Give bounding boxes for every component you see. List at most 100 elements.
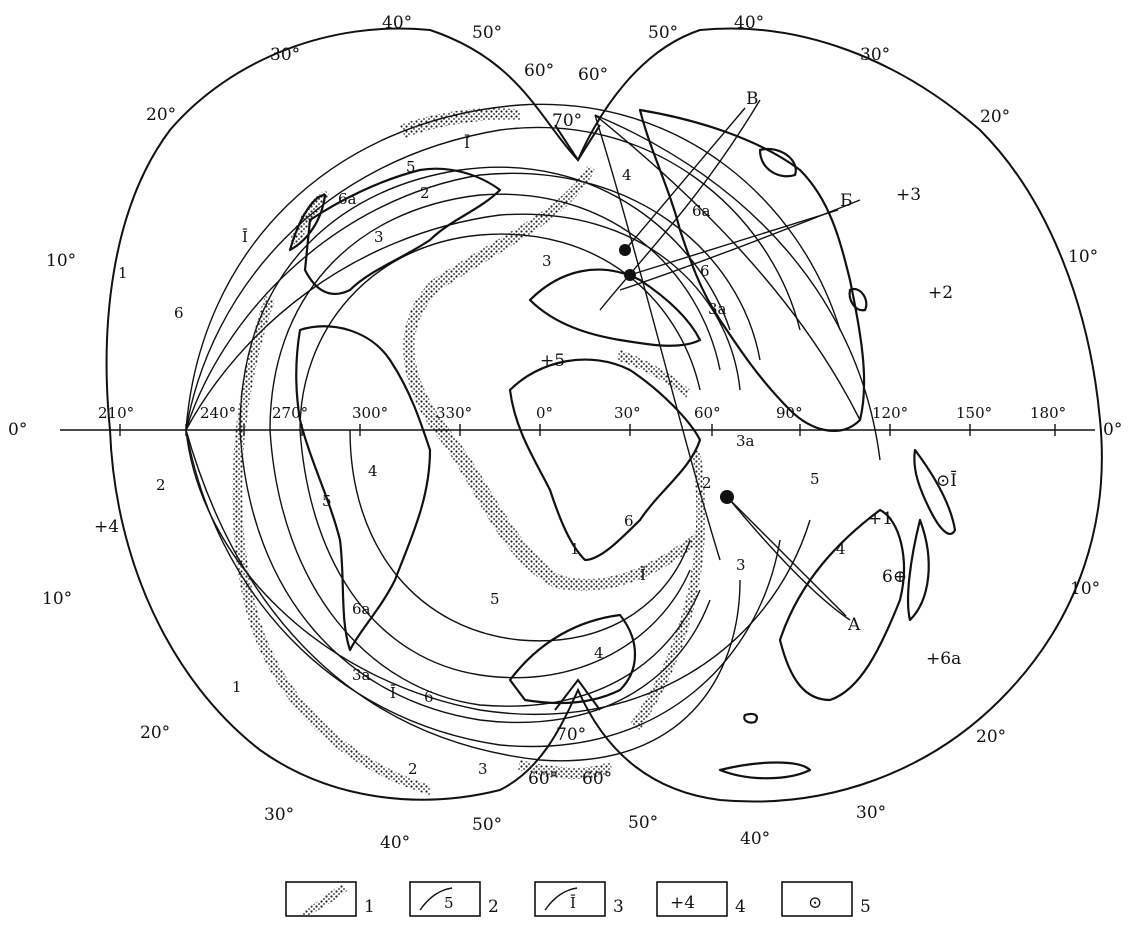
svg-text:3a: 3a: [352, 666, 371, 684]
latitude-labels-left: 40° 50° 30° 20° 10° 10° 20° 30° 40° 50°: [42, 13, 502, 853]
svg-text:20°: 20°: [146, 105, 176, 125]
longitude-labels: 210° 240° 270° 300° 330° 0° 30° 60° 90° …: [98, 404, 1066, 422]
svg-text:+2: +2: [928, 283, 953, 303]
svg-text:+6a: +6a: [926, 649, 961, 669]
latitude-labels-right: 50° 40° 30° 20° 10° 10° 20° 30° 40° 50°: [628, 13, 1100, 849]
line-labels-top: 5 2 3 6a Ī 4 6a 6 3a 3: [338, 134, 727, 318]
legend-item-2: 5 2: [409, 881, 499, 917]
paleo-equator-arcs: [185, 99, 881, 762]
svg-text:1: 1: [118, 264, 128, 282]
svg-text:10°: 10°: [42, 589, 72, 609]
svg-text:70°: 70°: [556, 725, 586, 745]
svg-text:6: 6: [700, 262, 710, 280]
svg-text:40°: 40°: [734, 13, 764, 33]
svg-text:70°: 70°: [552, 111, 582, 131]
svg-text:3: 3: [736, 556, 746, 574]
svg-text:5: 5: [810, 470, 820, 488]
svg-text:1: 1: [570, 540, 580, 558]
svg-text:20°: 20°: [980, 107, 1010, 127]
svg-text:+1: +1: [868, 509, 893, 529]
svg-text:1: 1: [364, 897, 375, 917]
legend-item-4: +4 4: [656, 881, 746, 917]
svg-text:210°: 210°: [98, 404, 134, 422]
svg-text:50°: 50°: [628, 813, 658, 833]
svg-text:A: A: [847, 615, 861, 635]
europe-outline: [528, 268, 702, 347]
svg-text:40°: 40°: [740, 829, 770, 849]
svg-text:4: 4: [594, 644, 604, 662]
svg-text:⊙Ī: ⊙Ī: [936, 470, 957, 491]
svg-text:2: 2: [488, 897, 499, 917]
svg-text:3: 3: [542, 252, 552, 270]
svg-text:40°: 40°: [380, 833, 410, 853]
svg-text:10°: 10°: [1070, 579, 1100, 599]
svg-text:120°: 120°: [872, 404, 908, 422]
svg-text:30°: 30°: [860, 45, 890, 65]
svg-text:6: 6: [424, 688, 434, 706]
svg-text:3a: 3a: [708, 300, 727, 318]
svg-text:6: 6: [174, 304, 184, 322]
east-asia-islands: [913, 448, 957, 535]
equator-label-left: 0°: [8, 420, 27, 440]
south-america-outline: [295, 325, 432, 652]
svg-text:0°: 0°: [536, 404, 553, 422]
svg-text:10°: 10°: [46, 251, 76, 271]
north-pole-notch: [554, 124, 601, 162]
svg-text:B: B: [746, 89, 759, 109]
svg-text:2: 2: [156, 476, 166, 494]
svg-text:50°: 50°: [472, 815, 502, 835]
australia-outline: [778, 508, 906, 702]
svg-text:4: 4: [735, 897, 746, 917]
svg-text:⊙: ⊙: [808, 893, 822, 913]
svg-text:50°: 50°: [472, 23, 502, 43]
svg-text:Ī: Ī: [640, 566, 646, 584]
dotted-belts: [232, 108, 706, 795]
label-leader-lines: [624, 107, 847, 617]
legend: 1 5 2 Ī 3 +4 4 ⊙ 5: [285, 881, 871, 917]
equator-label-right: 0°: [1103, 420, 1122, 440]
svg-text:2: 2: [408, 760, 418, 778]
svg-text:+3: +3: [896, 185, 921, 205]
svg-text:5: 5: [406, 158, 416, 176]
north-america-outline: [303, 167, 502, 296]
svg-text:300°: 300°: [352, 404, 388, 422]
svg-text:6a: 6a: [692, 202, 711, 220]
svg-text:30°: 30°: [264, 805, 294, 825]
pole-labels: 60° 60° 70° 70° 60° 60°: [524, 61, 612, 789]
svg-text:180°: 180°: [1030, 404, 1066, 422]
svg-text:60°: 60°: [528, 769, 558, 789]
svg-text:6a: 6a: [338, 190, 357, 208]
svg-text:2: 2: [702, 474, 712, 492]
svg-text:5: 5: [322, 492, 332, 510]
svg-text:6a: 6a: [352, 600, 371, 618]
svg-text:60°: 60°: [524, 61, 554, 81]
svg-text:6⊕: 6⊕: [882, 567, 907, 587]
asia-outline: [638, 108, 866, 432]
svg-text:5: 5: [490, 590, 500, 608]
svg-text:+5: +5: [540, 351, 565, 371]
svg-text:270°: 270°: [272, 404, 308, 422]
svg-text:20°: 20°: [140, 723, 170, 743]
pole-points: +3 +2 +5 +4 +1 +6a ⊙Ī 6⊕: [94, 185, 961, 669]
svg-text:3: 3: [478, 760, 488, 778]
svg-text:+4: +4: [94, 517, 119, 537]
svg-text:Ī: Ī: [464, 134, 470, 152]
svg-text:3: 3: [374, 228, 384, 246]
svg-text:Ī: Ī: [242, 228, 248, 246]
svg-text:Ī: Ī: [390, 684, 396, 702]
svg-text:5: 5: [444, 894, 454, 912]
svg-text:30°: 30°: [270, 45, 300, 65]
africa-outline: [508, 358, 702, 562]
svg-text:1: 1: [232, 678, 242, 696]
svg-text:5: 5: [860, 897, 871, 917]
svg-text:2: 2: [420, 184, 430, 202]
svg-text:Ī: Ī: [570, 894, 576, 912]
svg-text:50°: 50°: [648, 23, 678, 43]
svg-text:60°: 60°: [694, 404, 721, 422]
svg-text:60°: 60°: [582, 769, 612, 789]
legend-item-1: 1: [285, 881, 375, 917]
south-pole-notch: [554, 678, 601, 711]
svg-text:4: 4: [836, 540, 846, 558]
projection-outer-boundary: [105, 27, 1103, 803]
